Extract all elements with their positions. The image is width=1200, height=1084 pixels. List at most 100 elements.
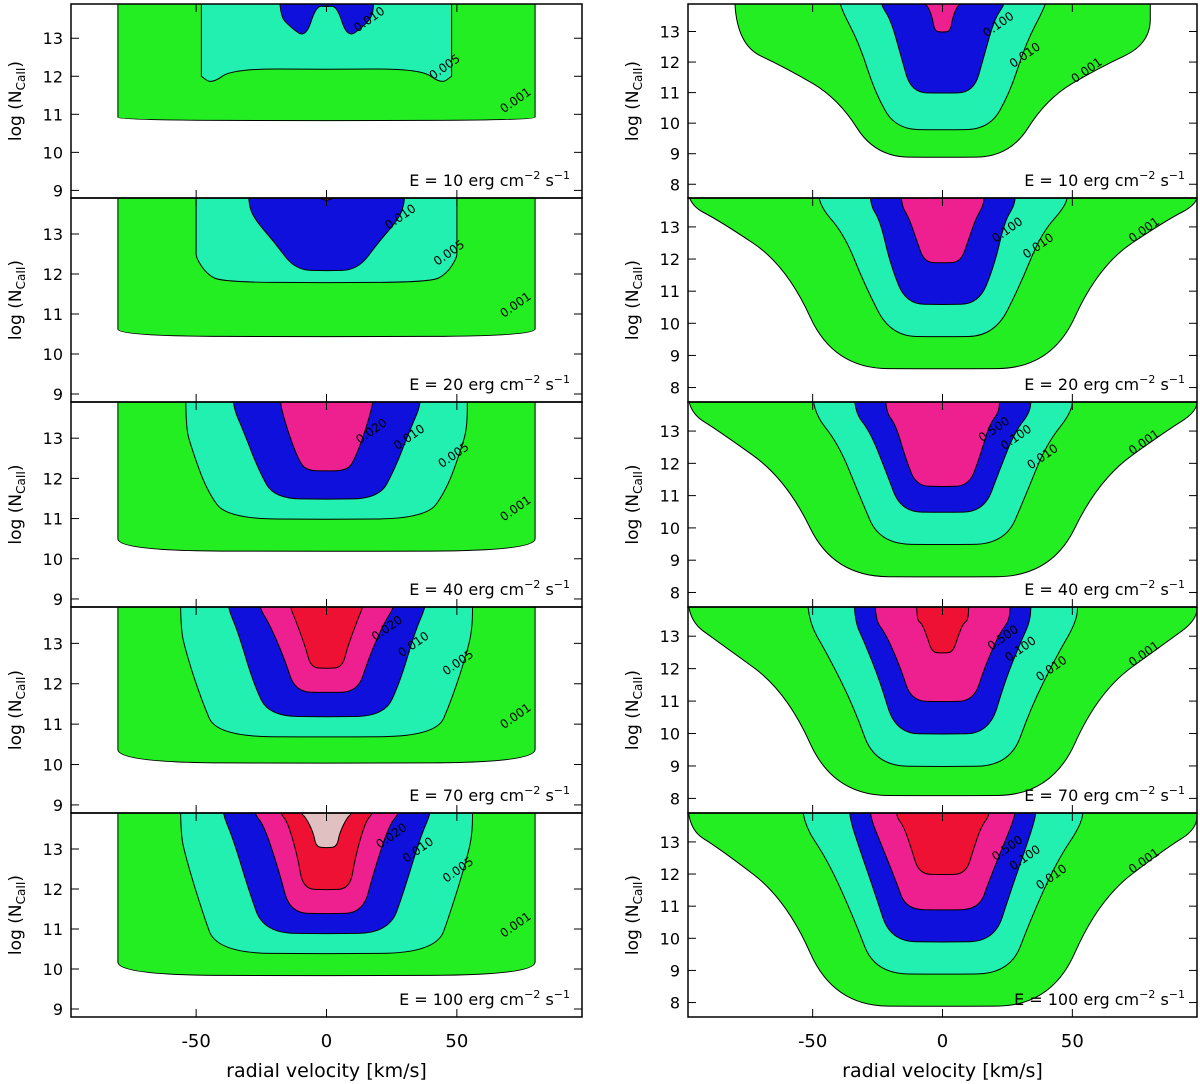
y-tick-label-left-4-2: 11 [43, 920, 63, 939]
contour-line-right-1-2 [869, 198, 1016, 305]
y-tick-label-left-2-1: 10 [43, 550, 63, 569]
contour-line-left-0-0 [117, 4, 536, 122]
energy-label-right-3: E = 70 erg cm−2 s−1 [1024, 784, 1185, 805]
y-tick-label-right-2-4: 12 [660, 454, 680, 473]
contour-region-right-3-3 [875, 607, 1010, 702]
contour-region-left-4-5 [301, 813, 352, 848]
contour-line-left-4-3 [254, 813, 399, 915]
contour-line-right-2-1 [813, 402, 1073, 546]
contour-line-left-3-0 [117, 607, 536, 764]
y-tick-label-left-0-2: 11 [43, 105, 63, 124]
energy-label-right-0: E = 10 erg cm−2 s−1 [1024, 169, 1185, 190]
y-tick-label-right-3-0: 8 [670, 789, 680, 808]
y-tick-label-right-4-1: 9 [670, 961, 680, 980]
y-tick-label-left-4-1: 10 [43, 960, 63, 979]
energy-label-left-0: E = 10 erg cm−2 s−1 [409, 169, 570, 190]
contour-line-left-2-3 [280, 402, 374, 472]
contour-line-right-1-1 [818, 198, 1068, 338]
y-tick-label-left-3-0: 9 [53, 796, 63, 815]
y-tick-label-left-0-4: 13 [43, 29, 63, 48]
contour-region-right-0-2 [881, 4, 1004, 94]
x-tick-label-right-2: 50 [1061, 1031, 1084, 1052]
contour-line-right-4-0 [688, 813, 1197, 1007]
y-tick-label-left-1-1: 10 [43, 345, 63, 364]
y-tick-label-right-3-4: 12 [660, 660, 680, 679]
y-axis-label-left-2: log (NCaII) [6, 464, 28, 544]
y-tick-label-right-0-1: 9 [670, 145, 680, 164]
y-tick-label-left-3-2: 11 [43, 715, 63, 734]
y-tick-label-right-4-2: 10 [660, 929, 680, 948]
energy-label-right-1: E = 20 erg cm−2 s−1 [1024, 373, 1185, 394]
contour-region-right-2-3 [885, 402, 1000, 487]
y-tick-label-left-1-0: 9 [53, 385, 63, 404]
y-tick-label-right-4-3: 11 [660, 897, 680, 916]
contour-line-right-1-3 [900, 198, 985, 264]
contour-region-left-4-4 [281, 813, 373, 890]
contour-line-right-4-2 [849, 813, 1037, 943]
energy-label-left-1: E = 20 erg cm−2 s−1 [409, 373, 570, 394]
axis-ticks [71, 4, 1197, 1017]
contour-line-left-2-0 [117, 402, 536, 552]
y-tick-label-left-0-0: 9 [53, 181, 63, 200]
y-tick-label-left-3-1: 10 [43, 756, 63, 775]
contour-region-right-3-4 [916, 607, 969, 653]
axis-text: 9 10 11 12 13 log (NCaII) E = 10 erg cm−2 s−1 9… [6, 22, 1185, 1082]
y-tick-label-left-0-3: 12 [43, 67, 63, 86]
contour-line-right-2-0 [688, 402, 1197, 578]
contour-line-right-1-0 [689, 198, 1197, 370]
y-tick-label-left-3-4: 13 [43, 634, 63, 653]
y-tick-label-left-2-0: 9 [53, 590, 63, 609]
x-tick-label-left-1: 0 [321, 1031, 332, 1052]
energy-label-left-2: E = 40 erg cm−2 s−1 [409, 578, 570, 599]
y-axis-label-right-4: log (NCaII) [623, 875, 645, 955]
contour-line-left-1-1 [195, 198, 458, 284]
y-axis-label-right-3: log (NCaII) [623, 670, 645, 750]
contour-line-left-4-4 [280, 813, 373, 891]
y-tick-label-right-2-5: 13 [660, 422, 680, 441]
y-tick-label-right-2-0: 8 [670, 583, 680, 602]
contour-line-left-0-1 [200, 4, 453, 82]
contour-line-left-1-0 [117, 198, 536, 338]
contour-line-right-3-1 [807, 607, 1078, 767]
contour-line-right-3-4 [916, 607, 969, 654]
y-tick-label-left-4-0: 9 [53, 1000, 63, 1019]
contour-line-left-3-4 [290, 607, 363, 669]
contour-line-left-2-1 [185, 402, 468, 520]
y-tick-label-left-2-2: 11 [43, 510, 63, 529]
y-tick-label-left-4-4: 13 [43, 840, 63, 859]
y-tick-label-right-2-1: 9 [670, 551, 680, 570]
y-tick-label-right-3-3: 11 [660, 692, 680, 711]
y-tick-label-right-2-2: 10 [660, 519, 680, 538]
contour-line-right-3-0 [688, 607, 1197, 797]
contour-line-right-3-2 [853, 607, 1032, 735]
contour-lines [117, 4, 1197, 1007]
x-tick-label-left-0: -50 [181, 1031, 210, 1052]
y-tick-label-right-4-4: 12 [660, 865, 680, 884]
y-tick-label-right-4-0: 8 [670, 994, 680, 1013]
contour-line-right-0-2 [881, 4, 1005, 94]
y-tick-label-right-4-5: 13 [660, 833, 680, 852]
contour-fills [117, 4, 1197, 1007]
y-tick-label-left-1-4: 13 [43, 225, 63, 244]
y-axis-label-left-0: log (NCaII) [6, 61, 28, 141]
y-tick-label-left-1-2: 11 [43, 305, 63, 324]
x-axis-label-right: radial velocity [km/s] [842, 1060, 1043, 1082]
contour-region-left-3-4 [290, 607, 363, 669]
y-tick-label-right-0-2: 10 [660, 114, 680, 133]
y-axis-label-right-0: log (NCaII) [623, 61, 645, 141]
contour-line-right-4-4 [896, 813, 990, 876]
contour-line-left-4-2 [222, 813, 431, 935]
contour-line-right-0-0 [734, 4, 1151, 158]
y-tick-label-right-3-5: 13 [660, 627, 680, 646]
y-tick-label-right-1-0: 8 [670, 379, 680, 398]
y-tick-label-left-1-3: 12 [43, 265, 63, 284]
contour-line-right-4-1 [802, 813, 1084, 975]
y-tick-label-left-2-4: 13 [43, 429, 63, 448]
y-tick-label-left-4-3: 12 [43, 880, 63, 899]
y-tick-label-right-1-2: 10 [660, 314, 680, 333]
y-tick-label-right-3-1: 9 [670, 757, 680, 776]
contour-line-right-2-2 [854, 402, 1032, 513]
y-tick-label-right-0-0: 8 [670, 175, 680, 194]
contour-line-left-3-1 [180, 607, 473, 738]
